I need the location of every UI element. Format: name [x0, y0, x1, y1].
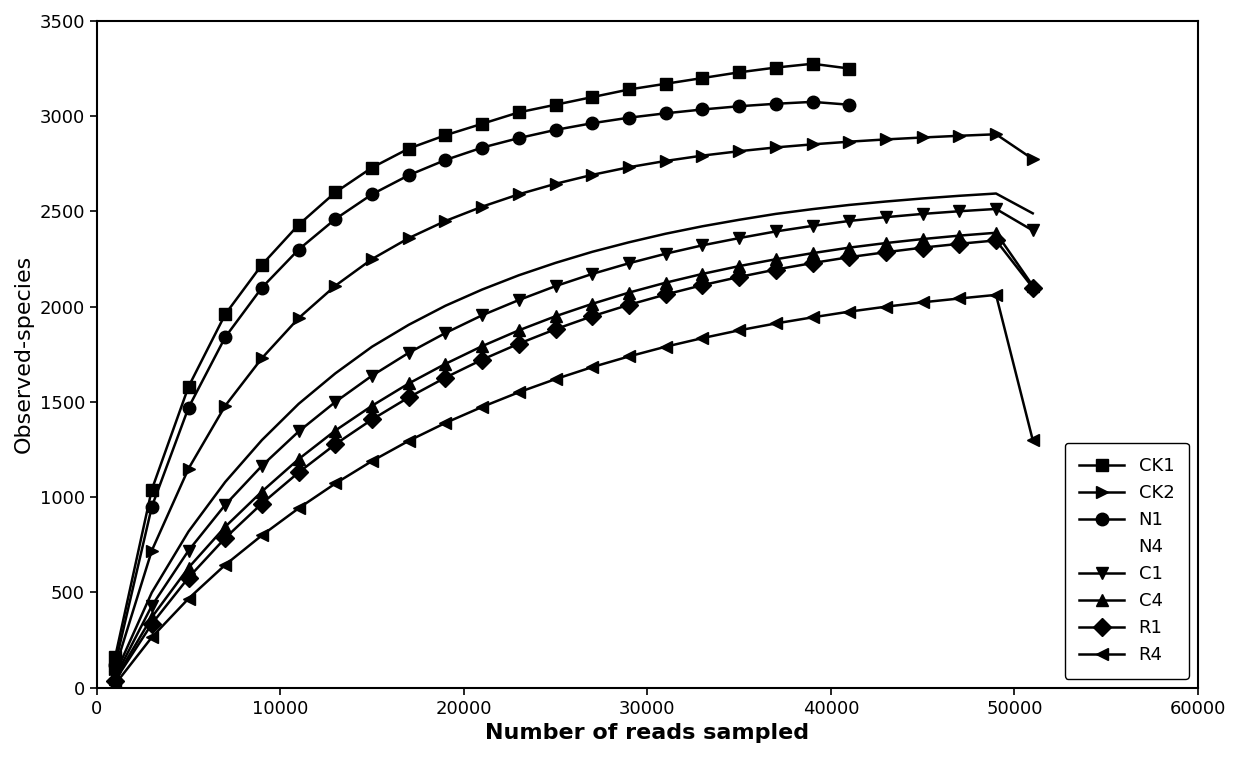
Legend: CK1, CK2, N1, N4, C1, C4, R1, R4: CK1, CK2, N1, N4, C1, C4, R1, R4 [1065, 443, 1189, 679]
X-axis label: Number of reads sampled: Number of reads sampled [485, 723, 810, 743]
Y-axis label: Observed-species: Observed-species [14, 255, 33, 453]
